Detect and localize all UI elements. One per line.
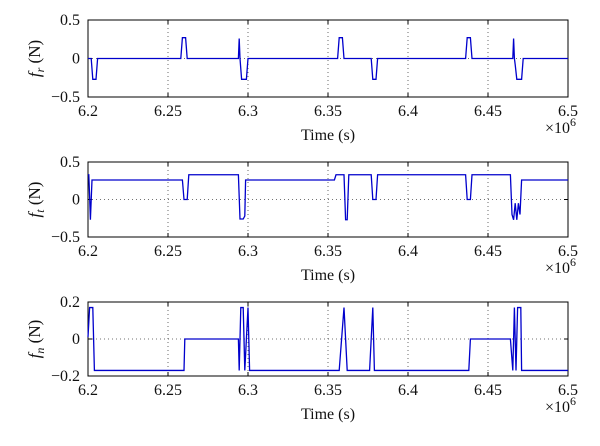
x-multiplier-base: ×10 [545, 120, 570, 137]
series-line [88, 174, 568, 221]
x-tick-label: 6.5 [558, 103, 578, 120]
x-tick-label: 6.3 [238, 103, 258, 120]
x-tick-label: 6.25 [154, 382, 182, 399]
x-multiplier: ×106 [545, 394, 576, 416]
x-tick-label: 6.4 [398, 243, 418, 260]
x-tick-label: 6.3 [238, 243, 258, 260]
y-axis-label-unit: (N) [25, 320, 44, 348]
x-tick-label: 6.2 [78, 103, 98, 120]
y-tick-label: −0.2 [51, 368, 80, 385]
x-multiplier: ×106 [545, 255, 576, 277]
series-line [87, 306, 568, 372]
x-tick-label: 6.5 [558, 382, 578, 399]
x-axis-label: Time (s) [301, 406, 355, 423]
x-tick-label: 6.35 [314, 243, 342, 260]
y-tick-label: 0.5 [60, 154, 80, 171]
subplot-2: 6.2 6.25 6.3 6.35 6.4 6.45 6.5 0.5 0 −0.5 Time (s)… [25, 154, 578, 284]
x-tick-label: 6.45 [474, 243, 502, 260]
y-tick-label: −0.5 [51, 229, 80, 246]
x-tick-label: 6.5 [558, 243, 578, 260]
x-multiplier-exponent: 6 [570, 255, 576, 269]
subplot-1: 6.2 6.25 6.3 6.35 6.4 6.45 6.5 0.5 0 −0.5 Time (s)… [25, 12, 578, 144]
x-tick-label: 6.45 [474, 382, 502, 399]
y-axis-label-subscript: n [33, 348, 47, 354]
x-multiplier-base: ×10 [545, 260, 570, 277]
x-multiplier-exponent: 6 [570, 394, 576, 408]
x-multiplier-base: ×10 [545, 399, 570, 416]
x-tick-label: 6.2 [78, 243, 98, 260]
y-tick-label: 0.2 [60, 294, 80, 311]
y-axis-label-unit: (N) [25, 182, 44, 210]
y-tick-label: 0 [72, 331, 80, 348]
y-axis-label-unit: (N) [25, 40, 44, 68]
y-axis-label: ft (N) [25, 182, 47, 218]
x-tick-label: 6.25 [154, 103, 182, 120]
y-tick-label: 0 [72, 51, 80, 68]
x-axis-label: Time (s) [301, 267, 355, 284]
y-tick-label: 0.5 [60, 12, 80, 29]
y-axis-label-subscript: r [33, 67, 47, 72]
y-axis-label: fr (N) [25, 40, 47, 77]
y-tick-label: −0.5 [51, 89, 80, 106]
x-tick-label: 6.2 [78, 382, 98, 399]
y-axis-label-symbol: f [25, 351, 44, 358]
x-tick-label: 6.35 [314, 382, 342, 399]
x-axis-label: Time (s) [301, 127, 355, 144]
x-tick-label: 6.3 [238, 382, 258, 399]
subplot-3: 6.2 6.25 6.3 6.35 6.4 6.45 6.5 0.2 0 −0.2 Time (s)… [25, 294, 578, 423]
x-multiplier-exponent: 6 [570, 115, 576, 129]
series-line [88, 37, 568, 80]
y-axis-label-symbol: f [25, 70, 44, 77]
x-multiplier: ×106 [545, 115, 576, 137]
x-tick-label: 6.25 [154, 243, 182, 260]
y-tick-label: 0 [72, 192, 80, 209]
y-axis-label-symbol: f [25, 210, 44, 217]
x-tick-label: 6.45 [474, 103, 502, 120]
x-tick-label: 6.4 [398, 103, 418, 120]
y-axis-label: fn (N) [25, 320, 47, 359]
x-tick-label: 6.4 [398, 382, 418, 399]
y-axis-label-subscript: t [33, 209, 47, 213]
x-tick-label: 6.35 [314, 103, 342, 120]
